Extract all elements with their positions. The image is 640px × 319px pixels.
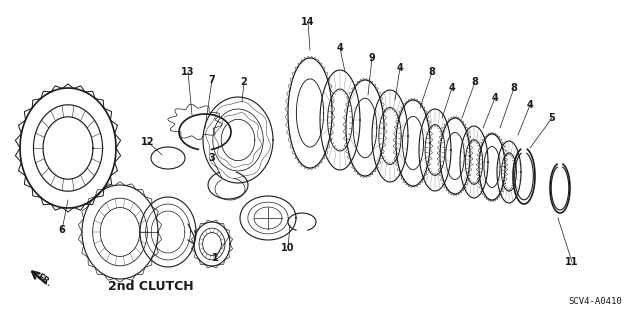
- Text: 8: 8: [429, 67, 435, 77]
- Text: 8: 8: [511, 83, 517, 93]
- Text: 13: 13: [181, 67, 195, 77]
- Text: 4: 4: [397, 63, 403, 73]
- Text: SCV4-A0410: SCV4-A0410: [568, 297, 622, 306]
- Text: 3: 3: [209, 153, 216, 163]
- Text: 5: 5: [548, 113, 556, 123]
- Text: 2nd CLUTCH: 2nd CLUTCH: [108, 279, 194, 293]
- Text: 8: 8: [472, 77, 479, 87]
- Text: 2: 2: [241, 77, 248, 87]
- Text: 14: 14: [301, 17, 315, 27]
- Text: 6: 6: [59, 225, 65, 235]
- Text: 11: 11: [565, 257, 579, 267]
- Text: 4: 4: [449, 83, 456, 93]
- Text: FR.: FR.: [35, 272, 53, 288]
- Text: 12: 12: [141, 137, 155, 147]
- Text: 4: 4: [337, 43, 344, 53]
- Text: 1: 1: [212, 253, 218, 263]
- Text: 10: 10: [281, 243, 295, 253]
- Text: 4: 4: [492, 93, 499, 103]
- Text: 4: 4: [527, 100, 533, 110]
- Text: 7: 7: [209, 75, 216, 85]
- Text: 9: 9: [369, 53, 376, 63]
